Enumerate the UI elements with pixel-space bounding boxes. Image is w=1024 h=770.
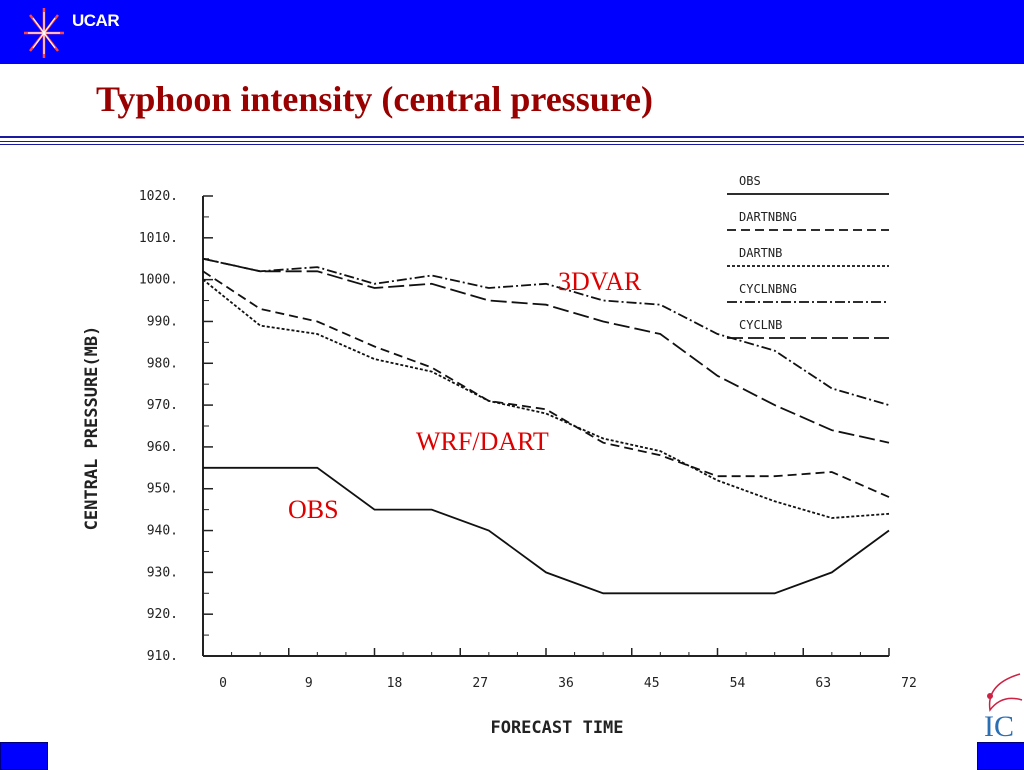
y-tick-label: 950. xyxy=(147,482,178,497)
ucar-logo-text: UCAR xyxy=(72,11,120,30)
title-divider xyxy=(0,136,1024,138)
x-tick-label: 54 xyxy=(730,676,746,691)
corner-box-left xyxy=(0,742,48,770)
y-tick-label: 1010. xyxy=(139,231,178,246)
x-tick-label: 9 xyxy=(305,676,313,691)
y-tick-label: 930. xyxy=(147,565,178,580)
annotation-label: OBS xyxy=(288,495,339,524)
y-tick-label: 940. xyxy=(147,524,178,539)
x-axis-label: FORECAST TIME xyxy=(490,718,623,738)
legend-label: CYCLNBNG xyxy=(739,282,797,296)
series-line-dartnb xyxy=(202,278,890,519)
legend-label: DARTNBNG xyxy=(739,210,797,224)
x-tick-label: 36 xyxy=(558,676,574,691)
y-axis-label: CENTRAL PRESSURE(MB) xyxy=(82,326,102,531)
pressure-chart: 1020. 1010. 1000. 990. 980. 970. 960. 950. 940. 9… xyxy=(82,174,917,738)
x-tick-label: 72 xyxy=(901,676,917,691)
annotation-label: 3DVAR xyxy=(558,267,642,296)
legend-label: OBS xyxy=(739,174,761,188)
title-divider-thin xyxy=(0,141,1024,142)
y-tick-label: 920. xyxy=(147,607,178,622)
partner-logo-icon: IC xyxy=(984,673,1023,742)
partner-logo-text: IC xyxy=(984,710,1014,742)
y-tick-label: 1000. xyxy=(139,273,178,288)
title-divider-thin-2 xyxy=(0,144,1024,145)
series-line-dartnbng xyxy=(202,270,890,498)
y-tick-label: 980. xyxy=(147,356,178,371)
x-tick-label: 45 xyxy=(644,676,660,691)
series-line-cyclnbng xyxy=(202,257,890,406)
y-tick-label: 960. xyxy=(147,440,178,455)
x-tick-label: 18 xyxy=(387,676,403,691)
legend-label: DARTNB xyxy=(739,246,782,260)
page-title: Typhoon intensity (central pressure) xyxy=(96,79,654,119)
y-tick-label: 1020. xyxy=(139,189,178,204)
header-bar: UCAR xyxy=(0,0,1024,64)
ucar-star-logo-icon xyxy=(24,8,64,58)
x-tick-label: 27 xyxy=(472,676,488,691)
y-tick-label: 910. xyxy=(147,649,178,664)
legend-label: CYCLNB xyxy=(739,318,782,332)
y-tick-label: 990. xyxy=(147,314,178,329)
corner-box-right xyxy=(977,742,1024,770)
x-tick-label: 63 xyxy=(815,676,831,691)
x-tick-label: 0 xyxy=(219,676,227,691)
annotation-label: WRF/DART xyxy=(416,427,549,456)
series-line-cyclnb xyxy=(202,257,890,444)
series-line-obs xyxy=(203,466,890,595)
y-tick-label: 970. xyxy=(147,398,178,413)
